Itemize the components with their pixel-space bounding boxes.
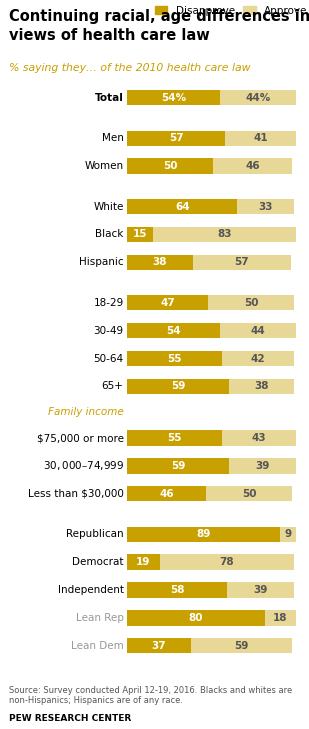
- Text: Source: Survey conducted April 12-19, 2016. Blacks and whites are
non-Hispanics;: Source: Survey conducted April 12-19, 20…: [9, 685, 293, 705]
- Text: 33: 33: [259, 201, 273, 211]
- Bar: [227, 582, 294, 598]
- Bar: [127, 227, 153, 242]
- Text: 50: 50: [242, 489, 257, 499]
- Bar: [127, 254, 193, 270]
- Legend: Disapprove, Approve: Disapprove, Approve: [155, 6, 307, 15]
- Bar: [127, 555, 160, 570]
- Text: 54%: 54%: [161, 93, 186, 103]
- Text: 57: 57: [234, 257, 249, 268]
- Text: 50-64: 50-64: [94, 354, 124, 364]
- Bar: [127, 459, 229, 474]
- Text: 54: 54: [166, 326, 181, 335]
- Text: $30,000–$74,999: $30,000–$74,999: [43, 459, 124, 472]
- Bar: [191, 638, 293, 653]
- Bar: [127, 158, 213, 174]
- Bar: [127, 295, 208, 311]
- Bar: [153, 227, 296, 242]
- Bar: [127, 130, 225, 146]
- Bar: [213, 158, 293, 174]
- Bar: [127, 486, 206, 502]
- Text: 50: 50: [244, 297, 258, 308]
- Text: 37: 37: [152, 641, 166, 651]
- Bar: [127, 199, 237, 214]
- Text: Black: Black: [95, 230, 124, 239]
- Bar: [127, 430, 222, 445]
- Bar: [127, 323, 220, 338]
- Bar: [225, 130, 296, 146]
- Bar: [127, 351, 222, 366]
- Bar: [281, 526, 296, 542]
- Text: 9: 9: [285, 529, 292, 539]
- Text: Family income: Family income: [48, 408, 124, 417]
- Text: Republican: Republican: [66, 529, 124, 539]
- Text: Hispanic: Hispanic: [79, 257, 124, 268]
- Text: 39: 39: [255, 461, 269, 471]
- Text: 18-29: 18-29: [93, 297, 124, 308]
- Text: 57: 57: [169, 133, 184, 143]
- Text: 83: 83: [217, 230, 232, 239]
- Text: 46: 46: [159, 489, 174, 499]
- Text: $75,000 or more: $75,000 or more: [36, 433, 124, 443]
- Text: 58: 58: [170, 585, 184, 595]
- Text: 65+: 65+: [102, 381, 124, 391]
- Text: 55: 55: [167, 433, 182, 443]
- Bar: [206, 486, 293, 502]
- Text: 38: 38: [254, 381, 269, 391]
- Text: 30-49: 30-49: [94, 326, 124, 335]
- Text: Democrat: Democrat: [72, 557, 124, 567]
- Text: 50: 50: [163, 161, 177, 171]
- Bar: [127, 638, 191, 653]
- Text: 42: 42: [251, 354, 265, 364]
- Text: Lean Rep: Lean Rep: [76, 613, 124, 623]
- Bar: [127, 582, 227, 598]
- Bar: [229, 379, 294, 394]
- Text: 47: 47: [160, 297, 175, 308]
- Text: Men: Men: [102, 133, 124, 143]
- Bar: [237, 199, 294, 214]
- Bar: [222, 430, 296, 445]
- Bar: [229, 459, 296, 474]
- Text: 41: 41: [253, 133, 268, 143]
- Bar: [220, 323, 296, 338]
- Bar: [208, 295, 294, 311]
- Text: Women: Women: [84, 161, 124, 171]
- Text: 80: 80: [189, 613, 203, 623]
- Text: PEW RESEARCH CENTER: PEW RESEARCH CENTER: [9, 714, 132, 723]
- Bar: [222, 351, 294, 366]
- Text: Less than $30,000: Less than $30,000: [28, 489, 124, 499]
- Text: 89: 89: [197, 529, 211, 539]
- Text: 44%: 44%: [245, 93, 271, 103]
- Text: Total: Total: [95, 93, 124, 103]
- Text: 59: 59: [171, 381, 185, 391]
- Bar: [160, 555, 294, 570]
- Text: 59: 59: [235, 641, 249, 651]
- Text: Continuing racial, age differences in
views of health care law: Continuing racial, age differences in vi…: [9, 9, 309, 43]
- Text: 15: 15: [133, 230, 147, 239]
- Text: 38: 38: [153, 257, 167, 268]
- Text: 18: 18: [273, 613, 288, 623]
- Bar: [220, 90, 296, 106]
- Text: 44: 44: [251, 326, 265, 335]
- Text: 64: 64: [175, 201, 189, 211]
- Bar: [127, 610, 265, 625]
- Text: Independent: Independent: [57, 585, 124, 595]
- Text: 39: 39: [253, 585, 268, 595]
- Text: 46: 46: [246, 161, 260, 171]
- Bar: [127, 379, 229, 394]
- Text: 19: 19: [136, 557, 150, 567]
- Bar: [127, 90, 220, 106]
- Bar: [127, 526, 281, 542]
- Bar: [265, 610, 296, 625]
- Text: Lean Dem: Lean Dem: [71, 641, 124, 651]
- Text: % saying they… of the 2010 health care law: % saying they… of the 2010 health care l…: [9, 63, 251, 74]
- Text: 43: 43: [252, 433, 266, 443]
- Text: White: White: [93, 201, 124, 211]
- Text: 55: 55: [167, 354, 182, 364]
- Text: 59: 59: [171, 461, 185, 471]
- Bar: [193, 254, 291, 270]
- Text: 78: 78: [220, 557, 234, 567]
